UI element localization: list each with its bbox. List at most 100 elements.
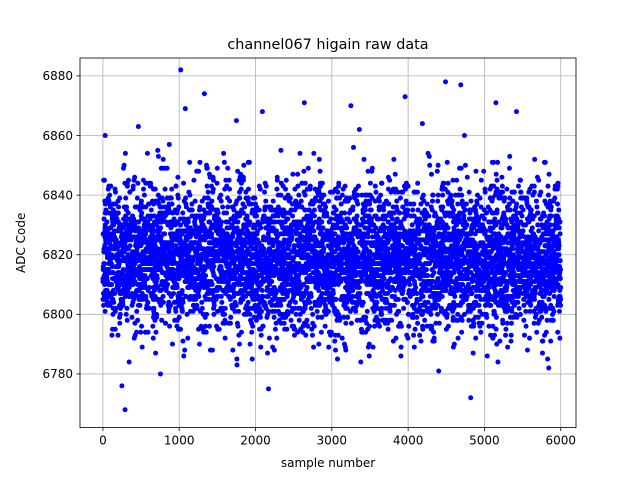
data-point xyxy=(367,201,373,207)
data-point xyxy=(202,323,208,329)
data-point xyxy=(405,183,411,189)
data-point xyxy=(109,332,115,338)
data-point xyxy=(411,332,417,338)
data-point xyxy=(288,317,294,323)
data-point xyxy=(459,329,465,335)
data-point xyxy=(373,189,379,195)
data-point xyxy=(415,320,421,326)
data-point xyxy=(428,311,434,317)
data-point xyxy=(436,368,442,374)
data-point xyxy=(146,201,152,207)
data-point xyxy=(285,216,291,222)
data-point xyxy=(479,320,485,326)
data-point xyxy=(153,350,159,356)
data-point xyxy=(474,201,480,207)
data-point xyxy=(455,335,461,341)
data-point xyxy=(343,320,349,326)
data-point xyxy=(307,299,313,305)
data-point xyxy=(271,314,277,320)
data-point xyxy=(210,186,216,192)
data-point xyxy=(167,323,173,329)
data-point xyxy=(430,192,436,198)
data-point xyxy=(296,192,302,198)
data-point xyxy=(369,165,375,171)
data-point xyxy=(236,308,242,314)
data-point xyxy=(404,299,410,305)
data-point xyxy=(175,195,181,201)
data-point xyxy=(197,204,203,210)
data-point xyxy=(396,308,402,314)
data-point xyxy=(210,177,216,183)
data-point xyxy=(112,189,118,195)
data-point xyxy=(350,204,356,210)
data-point xyxy=(134,329,140,335)
data-point xyxy=(283,186,288,192)
data-point xyxy=(189,201,195,207)
data-point xyxy=(180,210,186,216)
data-point xyxy=(164,165,170,171)
data-point xyxy=(135,124,141,130)
data-point xyxy=(249,356,255,362)
data-point xyxy=(166,207,172,213)
data-point xyxy=(144,150,150,156)
data-point xyxy=(234,362,240,368)
data-point xyxy=(259,287,265,293)
data-point xyxy=(319,180,325,186)
data-point xyxy=(473,335,479,341)
data-point xyxy=(284,326,290,332)
data-point xyxy=(209,198,215,204)
data-point xyxy=(263,198,269,204)
data-point xyxy=(302,180,308,186)
data-point xyxy=(245,195,251,201)
data-point xyxy=(398,323,404,329)
data-point xyxy=(311,213,317,219)
data-point xyxy=(112,326,118,332)
data-point xyxy=(290,213,296,219)
data-point xyxy=(466,189,472,195)
data-point xyxy=(321,192,327,198)
data-point xyxy=(205,189,211,195)
data-point xyxy=(449,198,455,204)
data-point xyxy=(184,311,190,317)
data-point xyxy=(140,186,146,192)
data-point xyxy=(316,341,322,347)
data-point xyxy=(477,195,483,201)
data-point xyxy=(225,165,231,171)
data-point xyxy=(123,311,129,317)
data-point xyxy=(420,326,426,332)
data-point xyxy=(348,320,354,326)
data-point xyxy=(187,159,193,165)
data-point xyxy=(445,180,451,186)
data-point xyxy=(180,299,186,305)
data-point xyxy=(360,299,366,305)
data-point xyxy=(148,207,154,213)
data-point xyxy=(333,296,339,302)
data-point xyxy=(123,219,129,225)
data-point xyxy=(366,353,372,359)
data-point xyxy=(145,299,151,305)
data-point xyxy=(165,282,171,288)
data-point xyxy=(435,192,441,198)
data-point xyxy=(463,201,469,207)
data-point xyxy=(415,180,421,186)
data-point xyxy=(138,329,144,335)
data-point xyxy=(113,305,119,311)
data-point xyxy=(321,246,327,252)
data-point xyxy=(407,282,413,288)
data-point xyxy=(194,305,200,311)
data-point xyxy=(258,344,264,350)
data-point xyxy=(454,177,460,183)
data-point xyxy=(173,308,179,314)
data-point xyxy=(311,207,317,213)
data-point xyxy=(414,314,420,320)
data-point xyxy=(358,359,364,365)
data-point xyxy=(325,308,331,314)
data-point xyxy=(289,234,295,240)
data-point xyxy=(434,168,440,174)
data-point xyxy=(257,314,263,320)
data-point xyxy=(364,308,370,314)
data-point xyxy=(417,332,423,338)
data-point xyxy=(174,285,180,291)
data-point xyxy=(117,195,123,201)
